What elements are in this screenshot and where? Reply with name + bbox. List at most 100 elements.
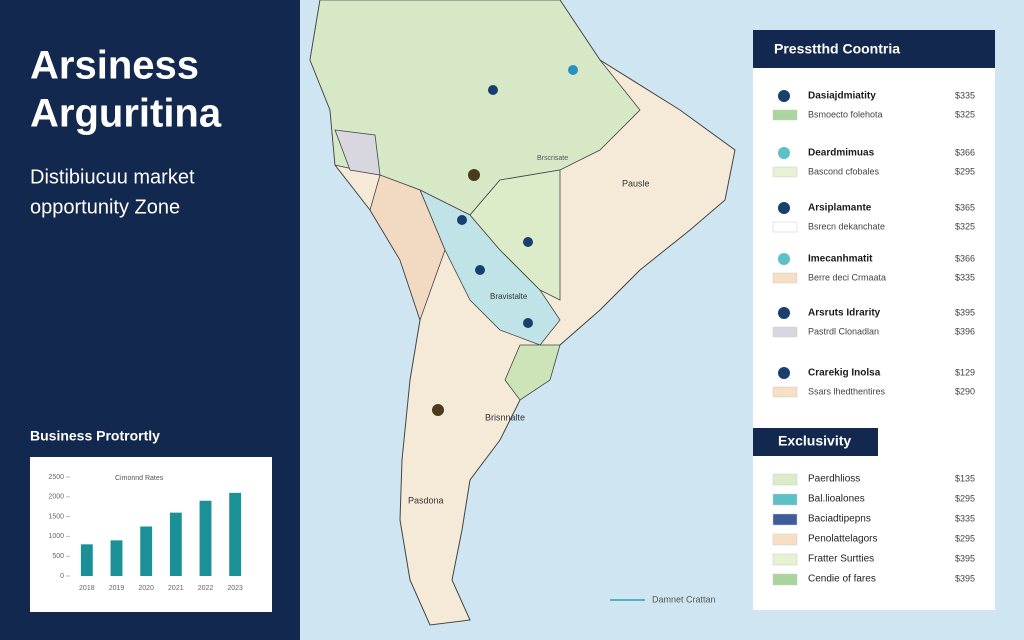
- entry-price: $325: [955, 221, 975, 231]
- pin: [432, 404, 444, 416]
- map-label: Brisnnalte: [485, 412, 525, 422]
- region-green-3: [504, 344, 561, 401]
- entry-detail: Bascond cfobales: [808, 166, 880, 176]
- map-label: Pasdona: [408, 495, 444, 505]
- exclusivity-price: $135: [955, 473, 975, 483]
- bar: [140, 526, 153, 576]
- exclusivity-header: [753, 428, 878, 456]
- entry-detail: Bsrecn dekanchate: [808, 221, 885, 231]
- map: [309, 0, 736, 626]
- exclusivity-swatch: [772, 553, 798, 566]
- chart-legend: Cimonnd Rates: [115, 475, 164, 482]
- bar: [199, 500, 212, 576]
- bar: [110, 540, 123, 576]
- exclusivity-title: Exclusivity: [778, 433, 851, 449]
- exclusivity-price: $295: [955, 533, 975, 543]
- pin: [488, 85, 498, 95]
- entry-icon: [778, 253, 790, 265]
- x-tick-label: 2022: [198, 585, 214, 592]
- subtitle-line: opportunity Zone: [30, 196, 180, 218]
- entry-detail: Pastrdl Clonadlan: [808, 326, 879, 336]
- entry-price: $366: [955, 147, 975, 157]
- exclusivity-label: Baciadtipepns: [808, 514, 871, 525]
- map-caption: Damnet Crattan: [652, 594, 716, 604]
- map-label: Pausle: [622, 178, 650, 188]
- entry-price: $295: [955, 166, 975, 176]
- panel-header: [753, 30, 995, 68]
- pin: [568, 65, 578, 75]
- y-tick-label: 2000: [48, 494, 64, 501]
- entry-icon: [778, 90, 790, 102]
- entry-swatch: [772, 386, 798, 398]
- entry-swatch: [772, 272, 798, 284]
- entry-name: Dasiajdmiatity: [808, 91, 876, 102]
- x-tick-label: 2021: [168, 585, 184, 592]
- exclusivity-price: $295: [955, 493, 975, 503]
- entry-price: $366: [955, 253, 975, 263]
- exclusivity-swatch: [772, 493, 798, 506]
- entry-detail: Berre deci Crmaata: [808, 272, 886, 282]
- bar: [229, 492, 242, 576]
- entry-name: Arsiplamante: [808, 203, 872, 214]
- exclusivity-label: Cendie of fares: [808, 574, 876, 585]
- exclusivity-price: $395: [955, 553, 975, 563]
- exclusivity-swatch: [772, 573, 798, 586]
- exclusivity-label: Penolattelagors: [808, 534, 878, 545]
- exclusivity-price: $395: [955, 573, 975, 583]
- title-line: Arguritina: [30, 92, 222, 136]
- y-tick-label: 500: [52, 553, 64, 560]
- panel-title: Presstthd Coontria: [774, 41, 900, 57]
- pin: [475, 265, 485, 275]
- exclusivity-swatch: [772, 513, 798, 526]
- entry-price: $335: [955, 272, 975, 282]
- entry-price: $395: [955, 307, 975, 317]
- bar: [169, 512, 182, 576]
- exclusivity-swatch: [772, 533, 798, 546]
- entry-name: Crarekig Inolsa: [808, 368, 881, 379]
- entry-swatch: [772, 166, 798, 178]
- entry-price: $335: [955, 90, 975, 100]
- x-tick-label: 2023: [227, 585, 243, 592]
- entry-icon: [778, 367, 790, 379]
- x-tick-label: 2018: [79, 585, 95, 592]
- entry-swatch: [772, 109, 798, 121]
- exclusivity-label: Bal.lioalones: [808, 494, 865, 505]
- y-tick-label: 1000: [48, 533, 64, 540]
- y-tick-label: 1500: [48, 513, 64, 520]
- x-tick-label: 2019: [109, 585, 125, 592]
- entry-icon: [778, 202, 790, 214]
- region-peach: [369, 174, 446, 322]
- entry-price: $396: [955, 326, 975, 336]
- y-tick-label: 2500: [48, 474, 64, 481]
- entry-price: $325: [955, 109, 975, 119]
- entry-name: Deardmimuas: [808, 148, 875, 159]
- entry-icon: [778, 307, 790, 319]
- entry-icon: [778, 147, 790, 159]
- chart-title: Business Protrortly: [30, 428, 160, 444]
- map-label: Brscrisate: [537, 155, 568, 162]
- x-tick-label: 2020: [138, 585, 154, 592]
- subtitle-line: Distibiucuu market: [30, 166, 195, 188]
- entry-price: $365: [955, 202, 975, 212]
- exclusivity-label: Fratter Surtties: [808, 554, 874, 565]
- title-line: Arsiness: [30, 44, 199, 88]
- entry-price: $290: [955, 386, 975, 396]
- exclusivity-label: Paerdhlioss: [808, 474, 860, 485]
- bar: [80, 544, 93, 576]
- pin: [468, 169, 480, 181]
- info-panel: [753, 30, 995, 610]
- entry-swatch: [772, 221, 798, 233]
- region-green-2: [469, 169, 561, 301]
- entry-detail: Ssars lhedthentires: [808, 386, 886, 396]
- pin: [523, 318, 533, 328]
- entry-name: Imecanhmatit: [808, 254, 873, 265]
- exclusivity-price: $335: [955, 513, 975, 523]
- map-label: Bravistalte: [490, 292, 528, 301]
- entry-name: Arsruts Idrarity: [808, 308, 881, 319]
- entry-detail: Bsmoecto folehota: [808, 109, 883, 119]
- pin: [457, 215, 467, 225]
- pin: [523, 237, 533, 247]
- entry-swatch: [772, 326, 798, 338]
